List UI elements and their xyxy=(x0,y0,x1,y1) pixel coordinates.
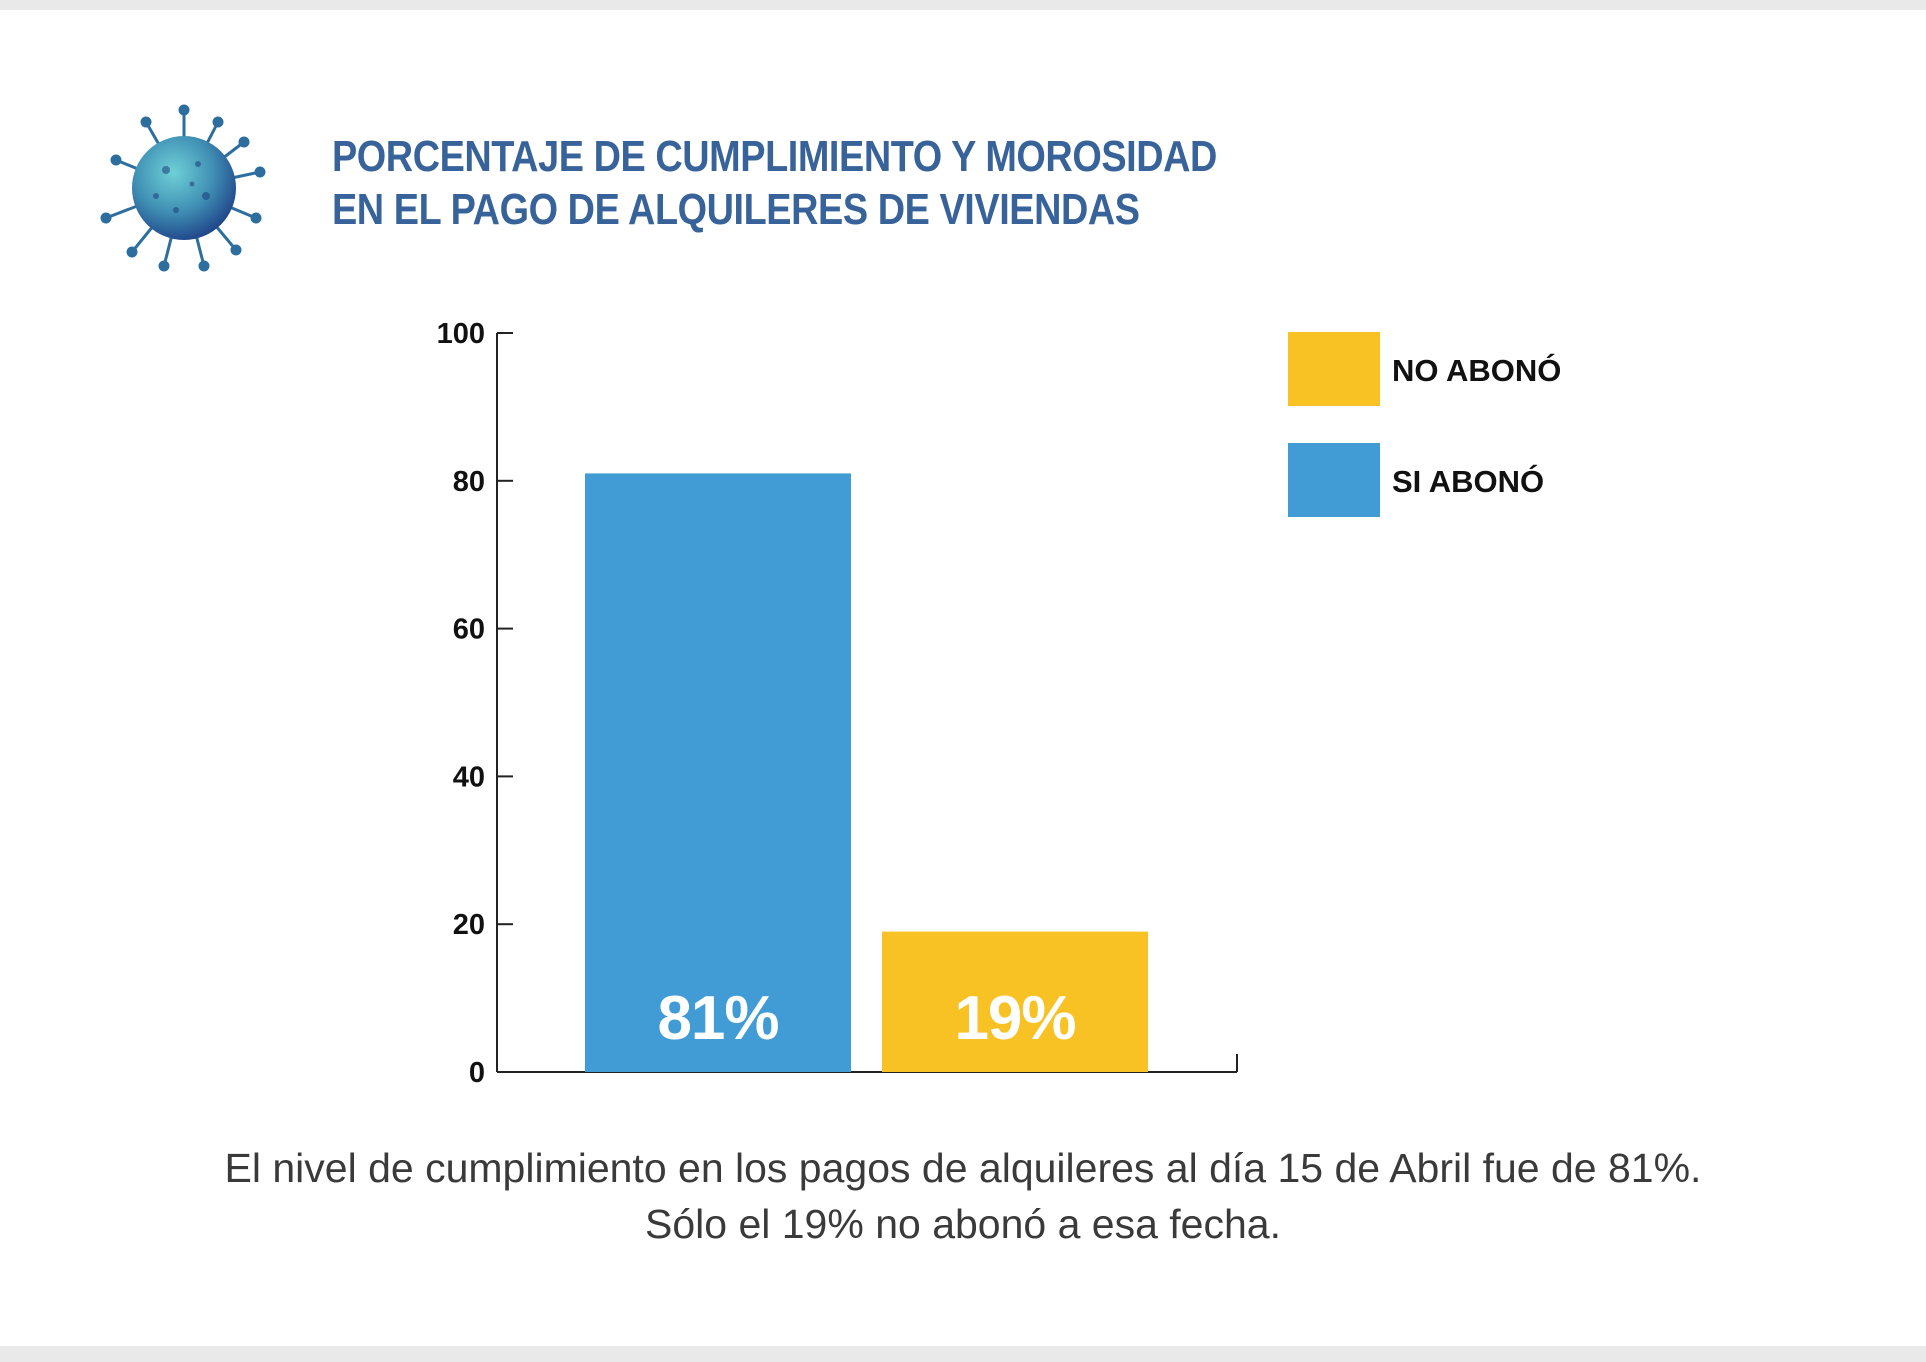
virus-icon xyxy=(100,104,266,272)
data-label: 19% xyxy=(954,984,1075,1053)
chart-caption: El nivel de cumplimiento en los pagos de… xyxy=(0,1140,1926,1252)
bar-no-abono xyxy=(882,931,1148,1072)
y-tick-label: 40 xyxy=(453,761,485,793)
legend-swatch xyxy=(1288,332,1380,406)
data-label: 81% xyxy=(657,984,778,1053)
y-tick-label: 60 xyxy=(453,614,485,646)
y-tick-label: 20 xyxy=(453,909,485,941)
chart-card xyxy=(0,10,1926,1346)
caption-line-2: Sólo el 19% no abonó a esa fecha. xyxy=(645,1201,1281,1247)
y-tick-label: 80 xyxy=(453,466,485,498)
y-tick-label: 100 xyxy=(437,318,485,350)
chart-title-line-2: EN EL PAGO DE ALQUILERES DE VIVIENDAS xyxy=(332,185,1140,234)
bar-si-abono xyxy=(585,473,851,1072)
chart-title: PORCENTAJE DE CUMPLIMIENTO Y MOROSIDAD E… xyxy=(332,130,1217,236)
legend-label: NO ABONÓ xyxy=(1392,352,1561,388)
legend-label: SI ABONÓ xyxy=(1392,463,1544,499)
y-tick-label: 0 xyxy=(469,1057,485,1089)
caption-line-1: El nivel de cumplimiento en los pagos de… xyxy=(224,1145,1702,1191)
chart-title-line-1: PORCENTAJE DE CUMPLIMIENTO Y MOROSIDAD xyxy=(332,132,1217,181)
legend-swatch xyxy=(1288,443,1380,517)
